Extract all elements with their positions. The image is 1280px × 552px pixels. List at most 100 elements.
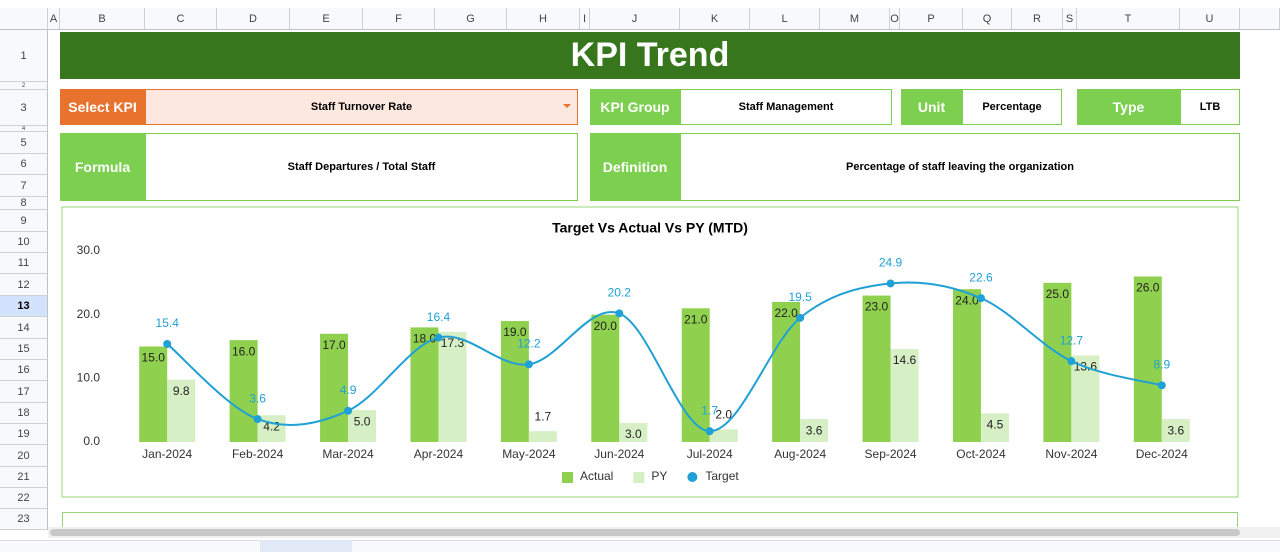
column-header: P xyxy=(900,8,963,30)
column-header: E xyxy=(290,8,363,30)
x-tick-label: Jun-2024 xyxy=(594,447,644,461)
data-label: 5.0 xyxy=(354,414,371,428)
row-header: 5 xyxy=(0,132,48,154)
y-tick-label: 0.0 xyxy=(83,434,100,448)
y-tick-label: 20.0 xyxy=(77,307,101,321)
legend-swatch xyxy=(687,472,698,482)
bar xyxy=(438,331,467,442)
column-header: C xyxy=(145,8,217,30)
target-point xyxy=(344,406,353,415)
data-label: 15.4 xyxy=(156,316,180,330)
field-value: LTB xyxy=(1180,89,1240,125)
x-tick-label: May-2024 xyxy=(502,447,556,461)
field-value: Staff Management xyxy=(680,89,892,125)
x-tick-label: Feb-2024 xyxy=(232,447,284,461)
column-header: J xyxy=(590,8,680,30)
scrollbar-thumb[interactable] xyxy=(50,529,1240,536)
target-point xyxy=(163,339,172,348)
data-label: 16.0 xyxy=(232,344,256,358)
row-header: 20 xyxy=(0,445,48,467)
bar xyxy=(1161,419,1190,442)
data-label: 17.3 xyxy=(441,336,465,350)
chart-title: Target Vs Actual Vs PY (MTD) xyxy=(552,220,748,236)
dropdown-arrow[interactable] xyxy=(562,102,572,110)
column-header: H xyxy=(507,8,580,30)
row-header: 10 xyxy=(0,232,48,253)
row-header: 11 xyxy=(0,253,48,274)
bar xyxy=(528,431,557,442)
bar xyxy=(980,413,1009,442)
y-tick-label: 30.0 xyxy=(77,243,101,257)
legend-label: PY xyxy=(651,469,667,483)
data-label: 8.9 xyxy=(1153,358,1170,372)
data-label: 21.0 xyxy=(684,312,708,326)
data-label: 19.0 xyxy=(503,325,527,339)
data-label: 18.0 xyxy=(413,332,437,346)
data-label: 3.6 xyxy=(806,423,823,437)
data-label: 22.0 xyxy=(774,306,798,320)
field-label: Definition xyxy=(590,133,680,201)
row-header: 19 xyxy=(0,424,48,445)
bar xyxy=(1043,282,1072,442)
data-label: 1.7 xyxy=(535,409,552,423)
data-label: 3.0 xyxy=(625,427,642,441)
target-point xyxy=(1157,381,1166,390)
row-header: 18 xyxy=(0,403,48,424)
data-label: 26.0 xyxy=(1136,281,1160,295)
bar xyxy=(890,349,919,442)
field-value: Percentage of staff leaving the organiza… xyxy=(680,133,1240,201)
row-header: 9 xyxy=(0,210,48,232)
data-label: 14.6 xyxy=(893,353,917,367)
x-tick-label: Jul-2024 xyxy=(687,447,733,461)
kpi-dropdown[interactable]: Staff Turnover Rate xyxy=(145,89,578,125)
row-header: 16 xyxy=(0,360,48,381)
column-header: T xyxy=(1077,8,1180,30)
x-tick-label: Nov-2024 xyxy=(1045,447,1097,461)
legend-swatch xyxy=(562,472,573,483)
data-label: 24.0 xyxy=(955,293,979,307)
data-label: 17.0 xyxy=(322,338,346,352)
column-header: A xyxy=(48,8,60,30)
data-label: 20.2 xyxy=(608,286,632,300)
column-header: R xyxy=(1012,8,1063,30)
bar xyxy=(681,308,710,442)
target-point xyxy=(976,294,985,303)
x-tick-label: Mar-2024 xyxy=(322,447,374,461)
column-header: I xyxy=(580,8,590,30)
x-tick-label: Sep-2024 xyxy=(865,447,917,461)
data-label: 4.9 xyxy=(340,383,357,397)
column-header: F xyxy=(363,8,435,30)
bar xyxy=(591,314,620,442)
column-header: M xyxy=(820,8,890,30)
column-header: D xyxy=(217,8,290,30)
bar xyxy=(1133,276,1162,442)
bar xyxy=(772,301,801,442)
bar xyxy=(348,410,377,442)
bar xyxy=(800,419,829,442)
column-header: O xyxy=(890,8,900,30)
field-label: Unit xyxy=(901,89,962,125)
field-value: Percentage xyxy=(962,89,1062,125)
x-tick-label: Dec-2024 xyxy=(1136,447,1188,461)
row-header: 3 xyxy=(0,90,48,126)
x-tick-label: Apr-2024 xyxy=(414,447,464,461)
field-label: KPI Group xyxy=(590,89,680,125)
row-header: 8 xyxy=(0,197,48,210)
x-tick-label: Jan-2024 xyxy=(142,447,192,461)
bar xyxy=(500,321,529,442)
row-header: 7 xyxy=(0,175,48,197)
target-point xyxy=(434,333,443,342)
data-label: 12.2 xyxy=(517,336,541,350)
bar xyxy=(229,340,258,442)
target-point xyxy=(705,427,714,436)
row-header: 12 xyxy=(0,274,48,296)
column-header: B xyxy=(60,8,145,30)
row-header: 15 xyxy=(0,339,48,360)
data-label: 19.5 xyxy=(788,290,812,304)
column-header: K xyxy=(680,8,750,30)
data-label: 15.0 xyxy=(142,351,166,365)
column-header: L xyxy=(750,8,820,30)
row-header: 21 xyxy=(0,467,48,488)
page-title: KPI Trend xyxy=(60,32,1240,79)
active-sheet-tab[interactable] xyxy=(260,540,352,552)
